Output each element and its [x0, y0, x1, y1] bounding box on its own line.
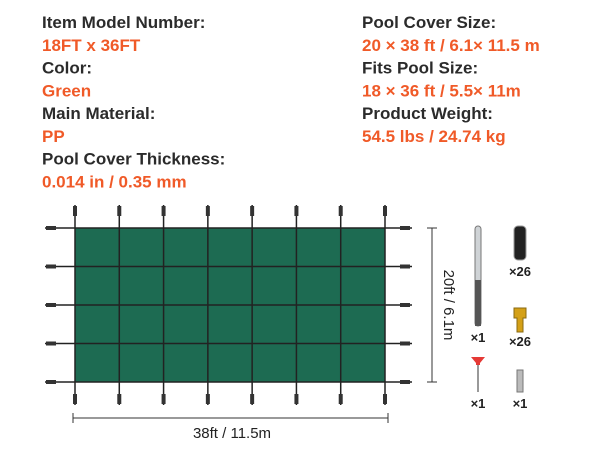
strap-end [46, 303, 56, 307]
strap-end [383, 206, 387, 216]
strap-end [294, 206, 299, 216]
spec-value: 18 × 36 ft / 5.5× 11m [362, 82, 521, 101]
strap-end [46, 226, 56, 230]
spec-label: Pool Cover Thickness: [42, 150, 225, 169]
strap-end [338, 394, 343, 404]
pole-grip [475, 280, 481, 326]
strap-end [46, 380, 56, 384]
strap-end [205, 394, 210, 404]
spring-icon [513, 225, 527, 261]
spec-label: Item Model Number: [42, 13, 205, 32]
spec-label: Color: [42, 59, 92, 78]
spec-value: 20 × 38 ft / 6.1× 11.5 m [362, 36, 540, 55]
strap-end [338, 206, 343, 216]
strap-end [46, 264, 56, 269]
quantity: ×1 [471, 396, 486, 411]
strap-end [46, 341, 56, 346]
quantity: ×1 [471, 330, 486, 345]
spec-label: Fits Pool Size: [362, 59, 478, 78]
width-label: 38ft / 11.5m [193, 425, 271, 442]
spec-label: Product Weight: [362, 104, 493, 123]
strap-end [400, 341, 410, 346]
strap-end [400, 226, 410, 230]
quantity: ×26 [509, 334, 531, 349]
strap-end [250, 206, 255, 216]
strap-end [205, 206, 210, 216]
spec-value: PP [42, 127, 65, 146]
strap-end [400, 264, 410, 269]
strap-end [400, 380, 410, 384]
spec-value: 18FT x 36FT [42, 36, 141, 55]
tool-icon [471, 357, 485, 365]
spec-label: Pool Cover Size: [362, 13, 496, 32]
insert-icon [516, 369, 524, 393]
strap-end [400, 303, 410, 307]
strap-end [250, 394, 255, 404]
strap-end [117, 394, 122, 404]
height-label: 20ft / 6.1m [440, 270, 457, 341]
strap-end [161, 206, 166, 216]
spec-value: Green [42, 82, 91, 101]
strap-end [73, 206, 77, 216]
anchor-icon [513, 307, 527, 333]
strap-end [383, 394, 387, 404]
spec-label: Main Material: [42, 104, 155, 123]
quantity: ×1 [513, 396, 528, 411]
quantity: ×26 [509, 264, 531, 279]
spec-value: 0.014 in / 0.35 mm [42, 173, 187, 192]
strap-end [73, 394, 77, 404]
strap-end [117, 206, 122, 216]
spec-value: 54.5 lbs / 24.74 kg [362, 127, 506, 146]
strap-end [294, 394, 299, 404]
pool-cover [45, 205, 412, 405]
strap-end [161, 394, 166, 404]
